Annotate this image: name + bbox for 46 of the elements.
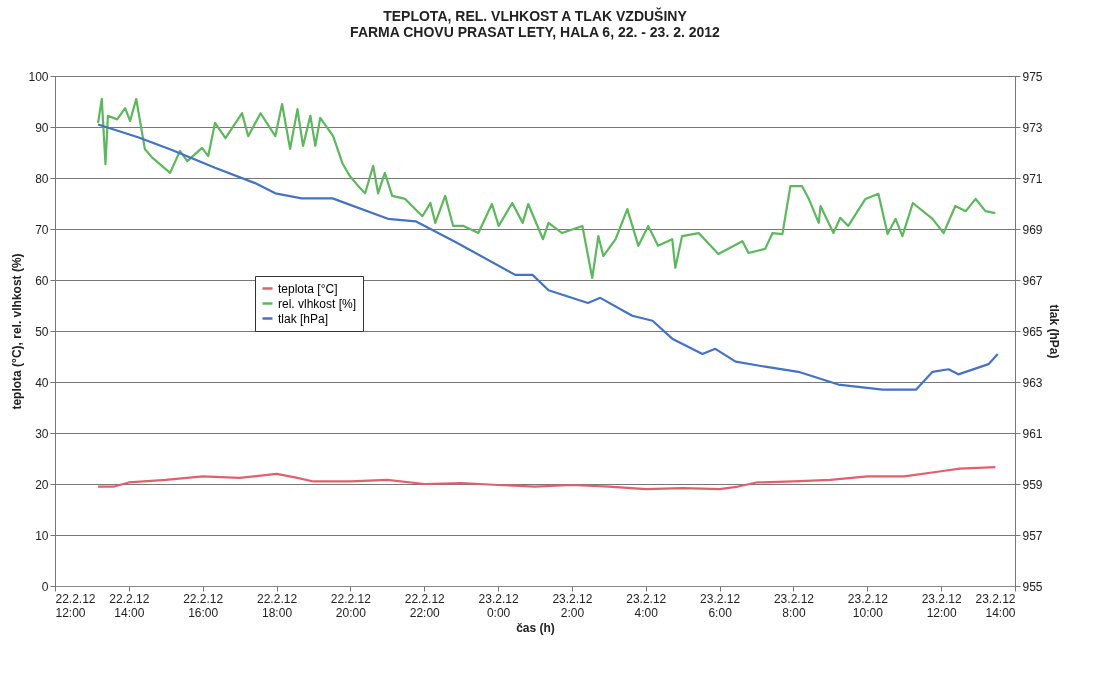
x-tick-label: 23.2.12 8:00 — [773, 591, 815, 620]
y2-tick-label: 973 — [1022, 120, 1043, 135]
legend-label: teplota [°C] — [278, 281, 338, 296]
x-tick-label: 22.2.12 18:00 — [257, 591, 298, 620]
x-tick-label: 23.2.12 10:00 — [847, 591, 889, 620]
y-tick-label: 10 — [35, 528, 49, 543]
x-tick-label: 22.2.12 22:00 — [404, 591, 446, 620]
y-tick-label: 50 — [35, 324, 49, 339]
x-axis-title: čas (h) — [516, 620, 555, 635]
y2-tick-label: 965 — [1022, 324, 1043, 339]
text: FARMA CHOVU PRASAT LETY, HALA 6, 22. - 23. 2. 2012 — [350, 24, 720, 40]
line-series — [96, 466, 997, 491]
line-series — [96, 123, 999, 391]
y-tick-label: 90 — [35, 120, 49, 135]
line-series — [96, 97, 997, 280]
y2-axis-title: tlak (hPa) — [1046, 304, 1061, 359]
y2-tick-label: 969 — [1022, 222, 1043, 237]
legend-label: rel. vlhkost [%] — [278, 296, 357, 311]
x-tick-label: 23.2.12 12:00 — [921, 591, 962, 620]
x-tick-label: 22.2.12 20:00 — [330, 591, 372, 620]
y2-tick-label: 971 — [1022, 171, 1043, 186]
y2-tick-label: 955 — [1022, 579, 1043, 594]
x-tick-label: 22.2.12 16:00 — [183, 591, 224, 620]
y2-tick-label: 975 — [1022, 69, 1043, 84]
y-tick-label: 40 — [35, 375, 49, 390]
y-tick-label: 100 — [28, 69, 49, 84]
x-tick-label: 22.2.12 12:00 — [55, 591, 96, 620]
y2-tick-label: 959 — [1022, 477, 1043, 492]
y2-tick-label: 967 — [1022, 273, 1043, 288]
y-tick-label: 80 — [35, 171, 49, 186]
y-tick-label: 20 — [35, 477, 49, 492]
y-tick-label: 70 — [35, 222, 49, 237]
x-tick-label: 23.2.12 6:00 — [700, 591, 741, 620]
y-tick-label: 30 — [35, 426, 49, 441]
y2-tick-label: 957 — [1022, 528, 1043, 543]
y-axis-title: teplota (°C), rel. vlhkost (%) — [10, 253, 25, 410]
x-tick-label: 22.2.12 14:00 — [109, 591, 150, 620]
y-tick-label: 0 — [41, 579, 49, 594]
x-tick-label: 23.2.12 4:00 — [626, 591, 667, 620]
legend-label: tlak [hPa] — [278, 311, 329, 326]
y2-tick-label: 963 — [1022, 375, 1043, 390]
x-tick-label: 23.2.12 2:00 — [552, 591, 593, 620]
y2-tick-label: 961 — [1022, 426, 1043, 441]
text: TEPLOTA, REL. VLHKOST A TLAK VZDUŠINY — [383, 8, 687, 24]
y-tick-label: 60 — [35, 273, 49, 288]
x-tick-label: 23.2.12 14:00 — [975, 591, 1016, 620]
